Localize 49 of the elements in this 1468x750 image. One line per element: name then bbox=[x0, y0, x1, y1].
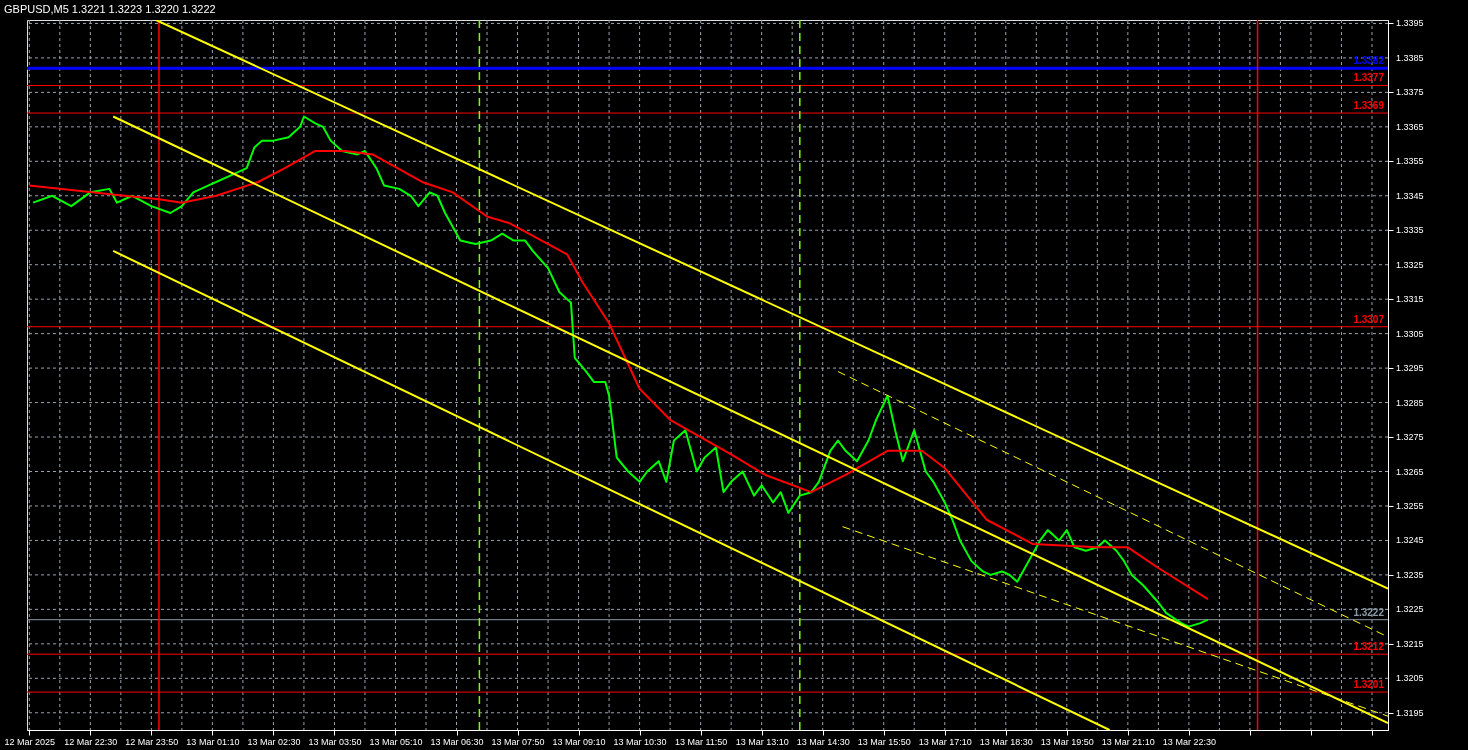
ref-line-label: 1.3212 bbox=[1353, 641, 1385, 653]
x-tick-label: 13 Mar 14:30 bbox=[796, 736, 850, 747]
y-tick-label: 1.3305 bbox=[1396, 328, 1424, 339]
ref-line-label: 1.3201 bbox=[1353, 679, 1385, 691]
y-tick-label: 1.3195 bbox=[1396, 707, 1424, 718]
y-tick-label: 1.3245 bbox=[1396, 535, 1424, 546]
x-tick-label: 12 Mar 23:50 bbox=[125, 736, 179, 747]
y-tick-label: 1.3255 bbox=[1396, 500, 1424, 511]
ref-line-label: 1.3222 bbox=[1353, 606, 1385, 618]
y-tick-label: 1.3215 bbox=[1396, 638, 1424, 649]
y-tick-label: 1.3385 bbox=[1396, 52, 1424, 63]
x-tick-label: 13 Mar 19:50 bbox=[1040, 736, 1094, 747]
y-tick-label: 1.3295 bbox=[1396, 363, 1424, 374]
x-tick-label: 13 Mar 09:10 bbox=[552, 736, 606, 747]
y-tick-label: 1.3315 bbox=[1396, 294, 1424, 305]
x-tick-label: 12 Mar 2025 bbox=[4, 736, 56, 747]
ref-line-label: 1.3307 bbox=[1353, 313, 1385, 325]
y-tick-label: 1.3285 bbox=[1396, 397, 1424, 408]
x-tick-label: 13 Mar 15:50 bbox=[857, 736, 911, 747]
y-tick-label: 1.3235 bbox=[1396, 569, 1424, 580]
x-tick-label: 13 Mar 21:10 bbox=[1101, 736, 1155, 747]
y-tick-label: 1.3275 bbox=[1396, 432, 1424, 443]
y-tick-label: 1.3205 bbox=[1396, 673, 1424, 684]
y-tick-label: 1.3335 bbox=[1396, 225, 1424, 236]
ref-line-label: 1.3377 bbox=[1353, 72, 1385, 84]
y-tick-label: 1.3365 bbox=[1396, 121, 1424, 132]
x-tick-label: 12 Mar 22:30 bbox=[64, 736, 118, 747]
x-tick-label: 13 Mar 06:30 bbox=[430, 736, 484, 747]
x-tick-label: 13 Mar 17:10 bbox=[918, 736, 972, 747]
x-tick-label: 13 Mar 03:50 bbox=[308, 736, 362, 747]
x-tick-label: 13 Mar 02:30 bbox=[247, 736, 301, 747]
chart-title: GBPUSD,M5 1.3221 1.3223 1.3220 1.3222 bbox=[4, 3, 216, 16]
x-tick-label: 13 Mar 13:10 bbox=[735, 736, 789, 747]
x-tick-label: 13 Mar 22:30 bbox=[1162, 736, 1216, 747]
y-tick-label: 1.3325 bbox=[1396, 259, 1424, 270]
x-tick-label: 13 Mar 01:10 bbox=[186, 736, 240, 747]
x-tick-label: 13 Mar 18:30 bbox=[979, 736, 1033, 747]
ref-line-label: 1.3382 bbox=[1353, 55, 1385, 67]
x-tick-label: 13 Mar 11:50 bbox=[674, 736, 728, 747]
y-tick-label: 1.3225 bbox=[1396, 604, 1424, 615]
x-tick-label: 13 Mar 05:10 bbox=[369, 736, 423, 747]
x-tick-label: 13 Mar 07:50 bbox=[491, 736, 545, 747]
y-tick-label: 1.3395 bbox=[1396, 18, 1424, 29]
x-tick-label: 13 Mar 10:30 bbox=[613, 736, 667, 747]
ref-line-label: 1.3369 bbox=[1353, 100, 1385, 112]
y-tick-label: 1.3375 bbox=[1396, 87, 1424, 98]
y-tick-label: 1.3355 bbox=[1396, 156, 1424, 167]
y-tick-label: 1.3345 bbox=[1396, 190, 1424, 201]
y-tick-label: 1.3265 bbox=[1396, 466, 1424, 477]
